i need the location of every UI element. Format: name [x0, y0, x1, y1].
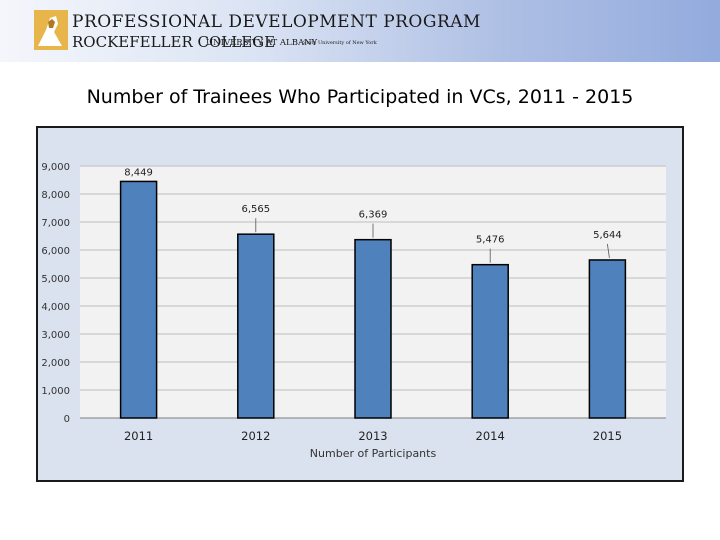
y-tick-label: 5,000	[41, 274, 70, 285]
y-tick-label: 3,000	[41, 330, 70, 341]
bar-chart: 0 1,000 2,000 3,000 4,000 5,000 6,000 7,000 8,00…	[41, 162, 666, 460]
data-label: 5,476	[476, 235, 505, 246]
bar	[237, 233, 275, 419]
y-tick-label: 4,000	[41, 302, 70, 313]
bar	[119, 180, 158, 419]
x-axis-title: Number of Participants	[310, 447, 437, 460]
y-tick-label: 7,000	[41, 218, 70, 229]
brand-title: PROFESSIONAL DEVELOPMENT PROGRAM	[72, 12, 481, 32]
y-tick-label: 2,000	[41, 358, 70, 369]
y-tick-label: 1,000	[41, 386, 70, 397]
data-label: 5,644	[593, 230, 622, 241]
x-tick-label: 2013	[358, 429, 387, 443]
data-label: 6,369	[359, 210, 388, 221]
bar	[588, 259, 627, 419]
x-tick-label: 2014	[476, 429, 505, 443]
bar	[471, 263, 509, 419]
brand-university: UNIVERSITY AT ALBANY	[206, 38, 318, 48]
x-tick-label: 2015	[593, 429, 622, 443]
y-tick-label: 9,000	[41, 162, 70, 173]
college-logo-icon	[34, 10, 68, 50]
y-tick-label: 0	[64, 414, 70, 425]
y-tick-label: 8,000	[41, 190, 70, 201]
chart-frame: 0 1,000 2,000 3,000 4,000 5,000 6,000 7,000 8,00…	[36, 126, 684, 482]
page-title: Number of Trainees Who Participated in V…	[86, 86, 634, 108]
y-tick-label: 6,000	[41, 246, 70, 257]
data-label-leader	[607, 243, 610, 259]
data-label: 6,565	[241, 204, 270, 215]
header-banner: PROFESSIONAL DEVELOPMENT PROGRAM ROCKEFE…	[0, 0, 720, 62]
brand-college: ROCKEFELLER COLLEGE	[72, 33, 276, 51]
x-tick-label: 2012	[241, 429, 270, 443]
x-tick-label: 2011	[124, 429, 153, 443]
data-label: 8,449	[124, 167, 153, 178]
brand-suny: State University of New York	[303, 40, 377, 46]
bar	[354, 238, 392, 419]
